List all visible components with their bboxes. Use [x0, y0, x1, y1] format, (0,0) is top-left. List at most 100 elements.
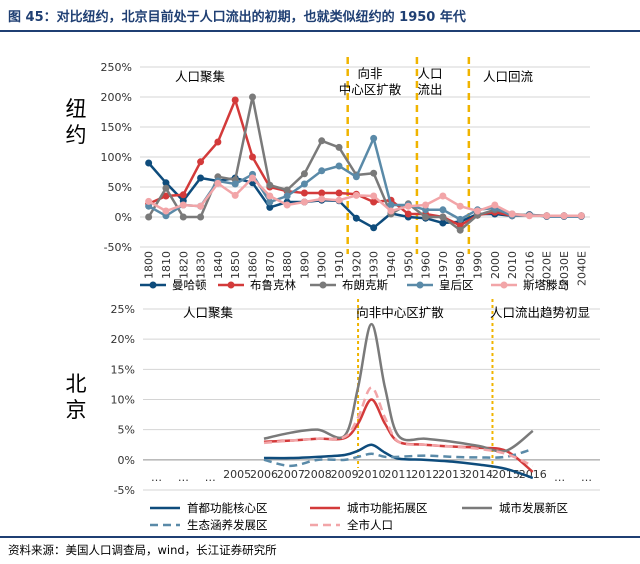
ny-y-tick-label: -50%	[104, 241, 132, 254]
ny-data-point	[422, 213, 430, 221]
bj-y-tick-label: 20%	[111, 333, 135, 346]
ny-data-point	[352, 173, 360, 181]
ny-data-point	[283, 192, 291, 200]
ny-data-point	[508, 210, 516, 218]
ny-data-point	[249, 174, 256, 182]
bj-series-line	[263, 443, 534, 480]
bj-x-tick-label: …	[581, 471, 592, 484]
bj-phase-label: 人口聚集	[183, 305, 234, 320]
ny-x-tick-label: 1820	[177, 251, 190, 279]
ny-data-point	[300, 180, 308, 188]
bj-x-tick-label: 2013	[438, 468, 466, 481]
ny-x-tick-label: 1910	[333, 251, 346, 279]
ny-legend-marker	[500, 281, 508, 289]
ny-x-tick-label: 2020E	[541, 251, 554, 286]
ny-data-point	[439, 213, 447, 221]
bj-x-tick-label: 2014	[465, 468, 493, 481]
ny-data-point	[179, 201, 187, 209]
ny-data-point	[335, 189, 343, 197]
ny-data-point	[145, 159, 153, 167]
ny-data-point	[456, 226, 464, 234]
bj-series-line	[263, 386, 534, 468]
footer-rule	[0, 536, 640, 538]
ny-data-point	[266, 192, 274, 200]
ny-data-point	[560, 212, 568, 220]
ny-x-tick-label: 2040E	[575, 251, 588, 286]
ny-x-tick-label: 1860	[247, 251, 260, 279]
ny-x-tick-label: 1930	[368, 251, 381, 279]
ny-data-point	[214, 179, 222, 187]
ny-data-point	[352, 191, 360, 199]
ny-data-point	[318, 137, 326, 145]
ny-x-tick-label: 1960	[420, 251, 433, 279]
ny-data-point	[300, 189, 308, 197]
ny-series-line	[148, 96, 582, 227]
ny-x-tick-label: 2000	[489, 251, 502, 279]
ny-data-point	[456, 215, 464, 223]
ny-x-tick-label: 2030E	[558, 251, 571, 286]
ny-y-tick-label: 100%	[101, 151, 132, 164]
ny-x-tick-label: 1810	[160, 251, 173, 279]
bj-phase-label: 向非中心区扩散	[356, 305, 444, 320]
ny-x-tick-label: 1840	[212, 251, 225, 279]
ny-data-point	[439, 219, 447, 227]
bj-legend-label: 生态涵养发展区	[187, 518, 268, 532]
ny-data-point	[283, 186, 291, 194]
ny-x-tick-label: 1870	[264, 251, 277, 279]
ny-x-tick-label: 1800	[143, 251, 156, 279]
ny-data-point	[162, 212, 170, 220]
ny-data-point	[145, 213, 153, 221]
bj-chart: 25%20%15%10%5%0%-5%……… 200520062007200820…	[111, 299, 600, 532]
bj-y-tick-label: 15%	[111, 363, 135, 376]
ny-data-point	[387, 207, 395, 215]
ny-legend-marker	[319, 281, 327, 289]
ny-x-tick-label: 1830	[195, 251, 208, 279]
ny-data-point	[145, 202, 153, 210]
ny-data-point	[318, 189, 326, 197]
ny-data-point	[145, 197, 153, 205]
bj-x-tick-label: 2011	[384, 468, 412, 481]
ny-data-point	[231, 191, 239, 199]
figure-title: 图 45：对比纽约，北京目前处于人口流出的初期，也就类似纽约的 1950 年代	[8, 10, 466, 25]
ny-data-point	[439, 206, 447, 214]
ny-data-point	[214, 138, 222, 146]
ny-data-point	[231, 180, 239, 188]
ny-data-point	[335, 196, 343, 204]
ny-data-point	[352, 214, 360, 222]
ny-x-tick-label: 1920	[350, 251, 363, 279]
bj-x-tick-label: …	[151, 471, 162, 484]
ny-data-point	[266, 181, 274, 189]
ny-data-point	[404, 210, 412, 218]
bj-y-tick-label: 0%	[118, 454, 135, 467]
ny-data-point	[370, 134, 378, 142]
ny-x-tick-label: 1850	[229, 251, 242, 279]
ny-x-tick-label: 1950	[402, 251, 415, 279]
ny-legend-marker	[227, 281, 235, 289]
bj-legend-label: 全市人口	[347, 518, 393, 532]
ny-phase-label: 向非中心区扩散	[339, 66, 402, 97]
bj-x-tick-label: 2007	[277, 468, 305, 481]
ny-legend-marker	[149, 281, 157, 289]
bj-x-tick-label: …	[205, 471, 216, 484]
ny-phase-label: 人口回流	[483, 69, 534, 84]
figure-title-bar: 图 45：对比纽约，北京目前处于人口流出的初期，也就类似纽约的 1950 年代	[0, 0, 640, 30]
ny-x-tick-label: 1970	[437, 251, 450, 279]
ny-data-point	[197, 174, 205, 182]
bj-legend-label: 城市功能拓展区	[347, 501, 428, 515]
bj-series-line	[263, 322, 534, 453]
ny-series-line	[148, 134, 582, 221]
ny-data-point	[318, 195, 326, 203]
bj-y-tick-label: -5%	[114, 484, 135, 497]
ny-data-point	[249, 93, 256, 101]
ny-chart: 250% 200% 150% 100% 50% 0% -50% 1800 1810 1820 183…	[101, 57, 590, 292]
ny-phase-label: 人口聚集	[175, 69, 226, 84]
ny-x-tick-label: 1880	[281, 251, 294, 279]
bj-x-tick-label: 2005	[223, 468, 251, 481]
ny-series-line	[148, 176, 582, 218]
ny-data-point	[335, 162, 343, 170]
bj-city-label: 北京	[65, 372, 87, 422]
ny-legend-label: 斯塔滕岛	[523, 278, 569, 292]
ny-legend-label: 皇后区	[439, 278, 474, 292]
ny-data-point	[474, 207, 481, 215]
ny-x-tick-label: 1900	[316, 251, 329, 279]
